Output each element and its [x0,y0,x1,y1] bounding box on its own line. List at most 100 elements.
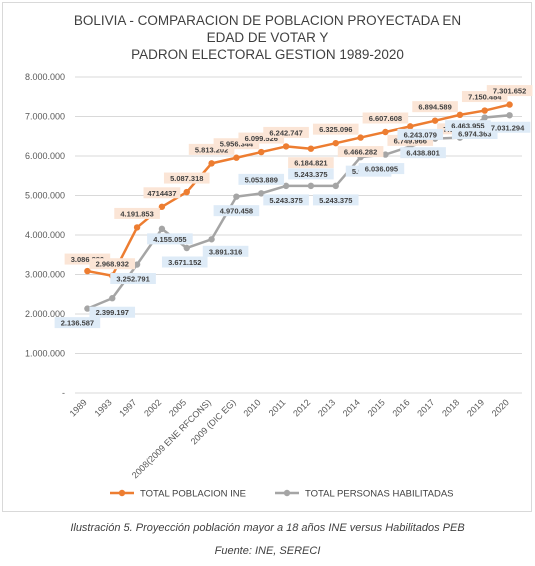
data-label-bg [445,120,491,132]
data-point [233,193,240,200]
data-label: 4.191.853 [120,209,153,218]
x-tick-label: 1997 [117,397,138,418]
data-point [84,267,91,275]
data-point [407,123,414,130]
data-label: 5.243.375 [269,196,302,205]
x-tick-label: 2013 [316,397,337,418]
data-point [506,112,513,119]
y-tick-label: 5.000.000 [25,191,65,201]
data-label: 6.036.095 [365,165,398,174]
data-label-bg [484,121,531,133]
data-label-bg [486,85,533,97]
data-label: 2.399.197 [96,308,129,317]
data-point [282,143,290,150]
data-label: 6.749.966 [394,136,427,145]
data-label-bg [263,126,309,138]
y-tick-label: 3.000.000 [25,270,65,280]
data-label: 6.974.363 [458,130,491,139]
data-label: 4.155.055 [153,235,186,244]
data-point [183,188,190,196]
data-point [357,134,364,141]
data-label-bg [400,147,446,159]
y-tick-label: 7.000.000 [25,112,65,122]
data-label: 6.242.747 [269,128,302,137]
data-point [332,139,339,147]
x-tick-label: 2018 [440,397,461,418]
data-point [307,145,315,152]
data-label-bg [213,138,260,150]
data-label-bg [89,306,136,318]
figure-caption: Ilustración 5. Proyección población mayo… [70,522,465,534]
data-point [258,148,265,156]
data-label: 6.438.801 [406,149,439,158]
data-point [158,225,166,233]
data-label-bg [54,317,101,329]
data-point [481,107,488,114]
data-label: 5.243.375 [294,170,327,179]
data-label: 5.813.202 [195,145,228,154]
x-tick-label: 1989 [68,397,89,418]
x-tick-label: 2009 (DIC EG) [189,397,238,446]
legend-label-0: TOTAL POBLACION INE [140,489,246,500]
data-label-bg [397,128,444,140]
x-tick-label: 2005 [167,397,188,418]
data-label: 7.150.484 [468,93,502,102]
data-label: 6.099.526 [245,134,278,143]
data-label: 3.891.316 [209,247,242,256]
data-point [332,182,339,190]
data-label: 7.031.294 [491,123,525,132]
data-label: 6.894.589 [418,103,451,112]
figure-source: Fuente: INE, SERECI [214,545,321,557]
data-label: 6.243.079 [404,130,437,139]
data-point [456,111,464,119]
legend-label-1: TOTAL PERSONAS HABILITADAS [305,489,454,500]
data-label-bg [387,134,434,146]
data-label-bg [358,163,405,175]
data-label-bg [362,112,409,124]
x-tick-label: 1993 [92,397,113,418]
x-tick-label: 2017 [415,397,436,418]
data-label: 7.301.652 [493,87,526,96]
data-point [133,224,141,231]
data-point [481,114,488,121]
data-label-bg [143,187,181,199]
x-tick-label: 2016 [390,397,411,418]
data-label-bg [263,194,309,206]
x-tick-label: 2015 [366,397,387,418]
data-label: 4714437 [147,189,176,198]
data-label: 6.466.282 [344,148,377,157]
data-point [84,305,91,312]
data-label-bg [451,128,498,140]
data-label-bg [89,258,136,270]
data-point [431,117,439,124]
data-label-bg [312,194,359,206]
data-point [258,190,265,197]
y-tick-label: 2.000.000 [25,309,65,319]
data-label: 2.136.587 [61,319,94,328]
data-label-bg [238,132,285,144]
data-label-bg [213,205,260,217]
data-label-bg [312,123,359,135]
data-point [158,203,166,210]
data-label-bg [110,273,156,285]
x-tick-label: 2002 [142,397,163,418]
data-point [307,182,315,190]
data-label: 5.087.318 [170,174,203,183]
data-point [282,182,290,190]
data-label-bg [202,245,249,257]
chart-title-line-2: EDAD DE VOTAR Y [206,30,329,45]
data-point [382,151,389,158]
data-label: 2.968.932 [96,260,129,269]
data-label-bg [114,207,160,219]
chart-title-line-3: PADRON ELECTORAL GESTION 1989-2020 [131,47,404,62]
data-label: 6.607.608 [369,114,402,123]
data-label-bg [238,173,285,185]
data-point [208,236,215,243]
data-point [208,160,215,167]
data-label-bg [161,256,208,268]
data-point [183,244,190,252]
data-point [233,154,240,161]
data-label-bg [64,253,111,265]
x-tick-label: 2020 [490,397,511,418]
